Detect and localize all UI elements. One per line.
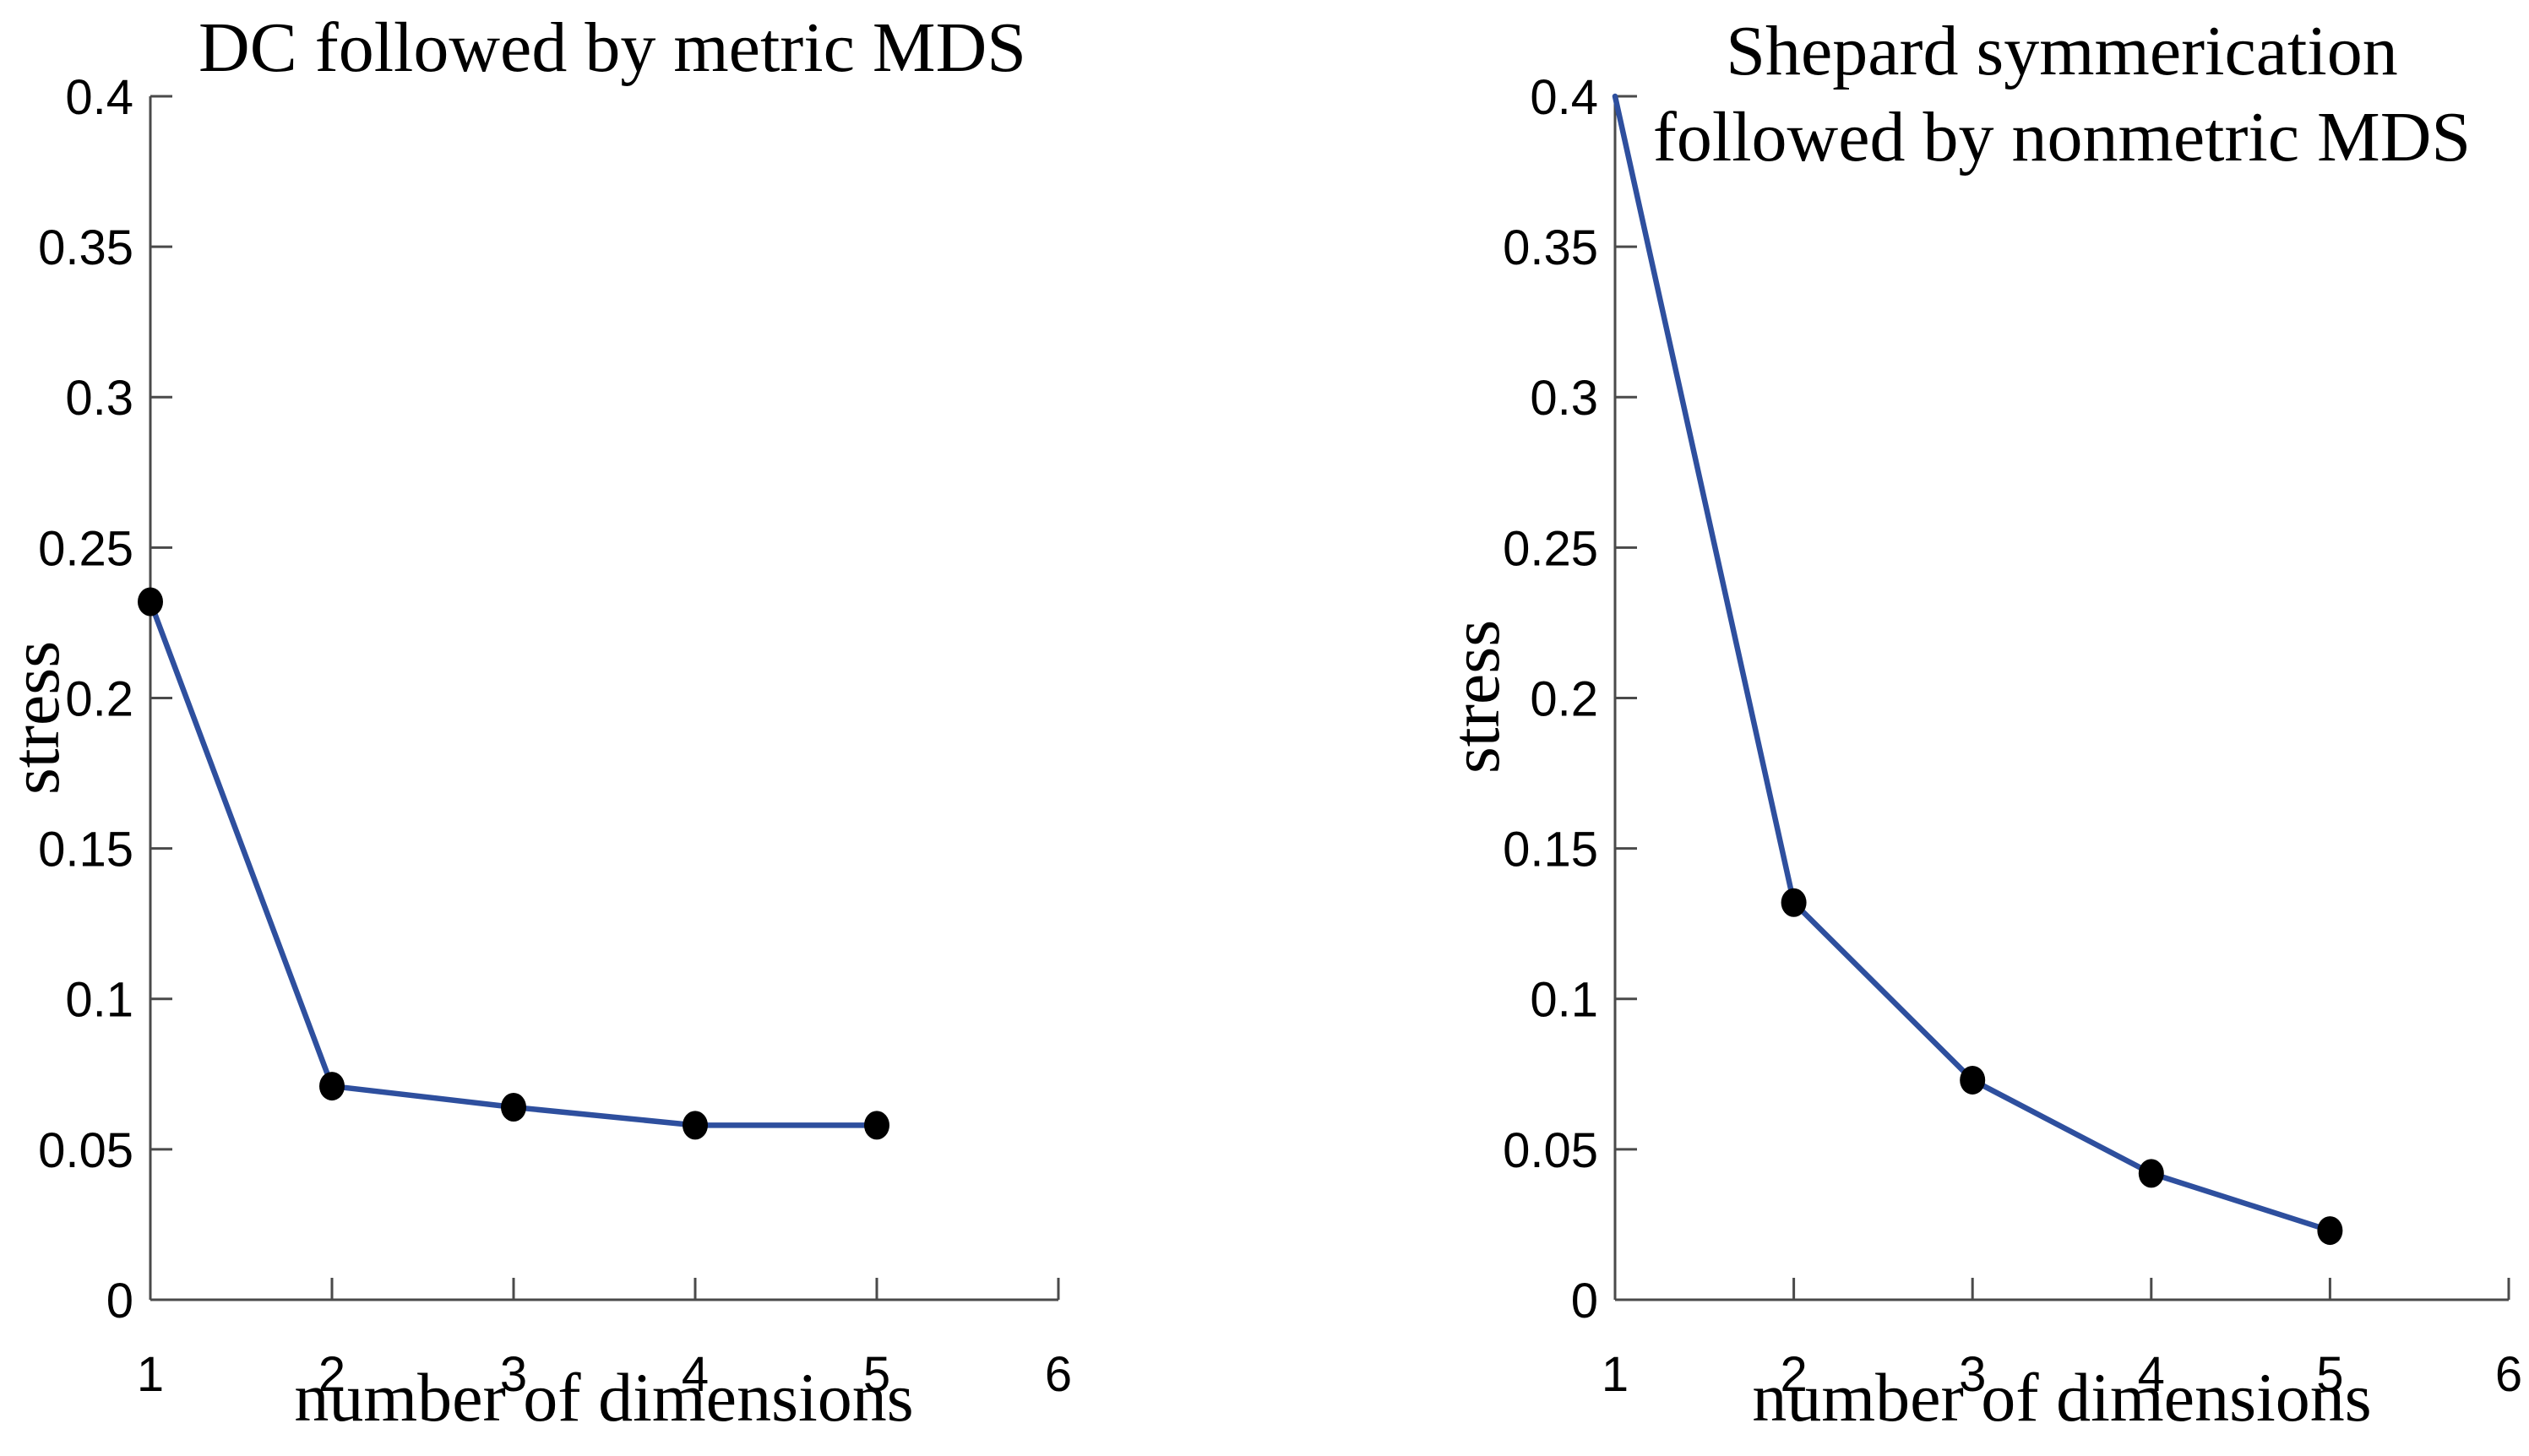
data-point-marker [138,587,163,617]
data-point-marker [1960,1065,1986,1095]
right-chart-xlabel: number of dimensions [1752,1359,2372,1436]
y-tick-label: 0.05 [38,1123,133,1178]
data-line [147,599,880,1128]
y-tick-label: 0 [106,1274,133,1328]
y-tick-label: 0.1 [65,973,133,1028]
chart-1: 0 0.05 0.1 0.15 0.2 0.25 0.3 0.35 0.4 1 2 3 4 5 6 [1503,70,2522,1402]
x-tick-label: 4 [2138,1347,2165,1402]
y-tick-label: 0.3 [1530,371,1598,426]
y-tick-label: 0.25 [1503,521,1598,576]
data-point-marker [1781,888,1807,917]
x-tick-label: 3 [500,1347,527,1402]
data-point-marker [683,1111,708,1140]
chart-0: 0 0.05 0.1 0.15 0.2 0.25 0.3 0.35 0.4 1 2 3 4 5 6 [38,70,1072,1402]
left-chart-ylabel: stress [0,640,73,796]
y-tick-label: 0.1 [1530,973,1598,1028]
y-tick-label: 0 [1571,1274,1598,1328]
y-tick-label: 0.05 [1503,1123,1598,1178]
x-tick-label: 6 [2495,1347,2522,1402]
y-tick-label: 0.15 [1503,823,1598,877]
data-point-marker [2317,1216,2343,1246]
x-tick-label: 2 [1780,1347,1807,1402]
data-point-marker [319,1072,345,1101]
data-point-marker [501,1093,526,1122]
x-tick-label: 4 [682,1347,709,1402]
y-tick-label: 0.35 [1503,220,1598,275]
data-point-marker [864,1111,889,1140]
y-tick-label: 0.25 [38,521,133,576]
x-tick-label: 6 [1045,1347,1072,1402]
y-tick-label: 0.35 [38,220,133,275]
x-tick-label: 1 [137,1347,164,1402]
left-chart-title: DC followed by metric MDS [199,8,1026,87]
y-tick-label: 0.3 [65,371,133,426]
data-point-marker [2138,1159,2164,1188]
x-tick-label: 5 [863,1347,890,1402]
right-chart-title: Shepard symmerication followed by nonmet… [1652,12,2472,177]
data-line [1612,93,2333,1234]
x-tick-label: 2 [318,1347,345,1402]
right-chart-ylabel: stress [1437,619,1514,774]
y-tick-label: 0.4 [65,70,133,125]
x-tick-label: 1 [1602,1347,1629,1402]
y-tick-label: 0.2 [65,671,133,726]
y-tick-label: 0.4 [1530,70,1598,125]
left-chart-xlabel: number of dimensions [294,1359,914,1436]
y-tick-label: 0.15 [38,823,133,877]
x-tick-label: 5 [2316,1347,2343,1402]
x-tick-label: 3 [1959,1347,1986,1402]
y-tick-label: 0.2 [1530,671,1598,726]
